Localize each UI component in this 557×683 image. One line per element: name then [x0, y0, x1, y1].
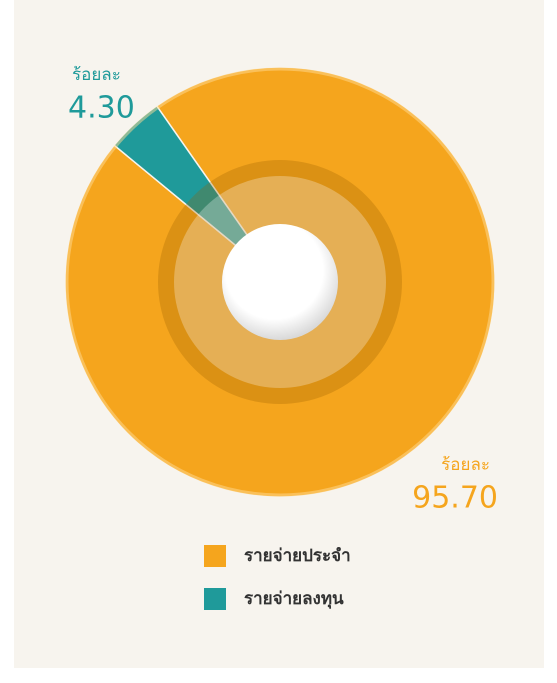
center-hole: [222, 224, 338, 340]
value-label: 95.70: [412, 481, 498, 516]
legend-swatch: [204, 588, 226, 610]
labels: ร้อยละ 95.70 ร้อยละ 4.30: [68, 65, 498, 516]
legend-swatch: [204, 545, 226, 567]
value-caption: ร้อยละ: [72, 65, 121, 85]
value-label: 4.30: [68, 91, 135, 126]
outer-rim: [65, 67, 495, 497]
legend-label: รายจ่ายประจำ: [244, 546, 351, 566]
value-caption: ร้อยละ: [441, 455, 490, 475]
pie-slice: [113, 104, 281, 283]
legend-label: รายจ่ายลงทุน: [244, 589, 344, 609]
